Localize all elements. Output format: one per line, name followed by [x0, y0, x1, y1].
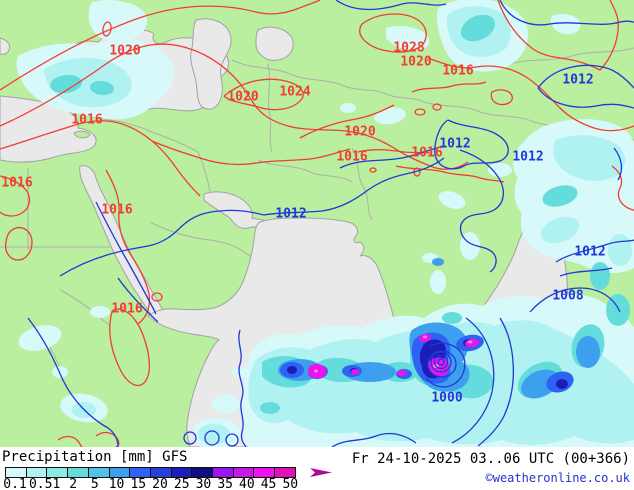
isobar-label: 1016 — [71, 113, 102, 128]
scale-label: 10 — [108, 477, 125, 490]
isobars-blue — [27, 0, 634, 447]
isobar-label: 1016 — [411, 146, 442, 161]
isobar-label: 1020 — [109, 44, 140, 59]
precipitation-layers — [16, 0, 634, 447]
precipitation-scale-bar — [5, 467, 296, 478]
isobar-label: 1016 — [336, 150, 367, 165]
island-cyprus — [73, 130, 91, 139]
scale-label: 45 — [260, 477, 277, 490]
copyright-link[interactable]: ©weatheronline.co.uk — [485, 471, 631, 485]
scale-label: 2 — [69, 477, 78, 490]
scale-label: 40 — [239, 477, 255, 490]
scale-label: 20 — [152, 477, 168, 490]
scale-label: 25 — [173, 477, 190, 490]
isobar-label: 1012 — [562, 73, 593, 88]
scale-label: 0.5 — [28, 477, 53, 490]
cyclone-rings — [425, 317, 515, 447]
scale-overflow-arrow-icon — [310, 468, 332, 477]
scale-label: 30 — [195, 477, 212, 490]
isobar-label: 1012 — [574, 245, 605, 260]
isobar-label: 1020 — [344, 125, 375, 140]
scale-label: 15 — [130, 477, 147, 490]
isobar-label: 1012 — [512, 150, 543, 165]
isobar-label: 1000 — [431, 391, 462, 406]
isobar-label: 1020 — [227, 90, 258, 105]
scale-label: 50 — [282, 477, 299, 490]
isobars-red — [0, 0, 634, 447]
run-datetime: Fr 24-10-2025 03..06 UTC (00+366) — [351, 451, 630, 467]
isobar-label: 1020 — [400, 55, 431, 70]
isobar-label: 1008 — [552, 289, 583, 304]
isobar-label: 1016 — [111, 302, 142, 317]
isobar-label: 1016 — [101, 203, 132, 218]
legend-title: Precipitation [mm] GFS — [2, 449, 188, 465]
isobar-label: 1024 — [279, 85, 310, 100]
scale-label: 35 — [217, 477, 233, 490]
isobar-label: 1016 — [1, 176, 32, 191]
precipitation-map: 1020 1028 1020 1024 1020 1016 1020 1016 1016 1016… — [0, 0, 634, 447]
isobar-label: 1012 — [439, 137, 470, 152]
isobar-label: 1016 — [442, 64, 473, 79]
scale-labels: 0.1 0.5 1 2 5 10 15 20 25 30 35 40 45 50 — [0, 477, 340, 490]
scale-segment — [274, 467, 296, 478]
scale-label: 1 — [52, 477, 61, 490]
isobar-label: 1028 — [393, 41, 424, 56]
isobar-label: 1012 — [275, 207, 306, 222]
scale-label: 0.1 — [3, 477, 27, 490]
scale-label: 5 — [90, 477, 99, 490]
